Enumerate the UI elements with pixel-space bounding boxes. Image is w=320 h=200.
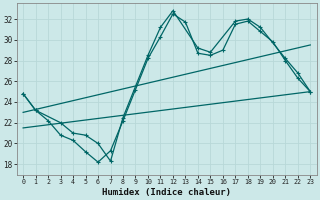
X-axis label: Humidex (Indice chaleur): Humidex (Indice chaleur): [102, 188, 231, 197]
